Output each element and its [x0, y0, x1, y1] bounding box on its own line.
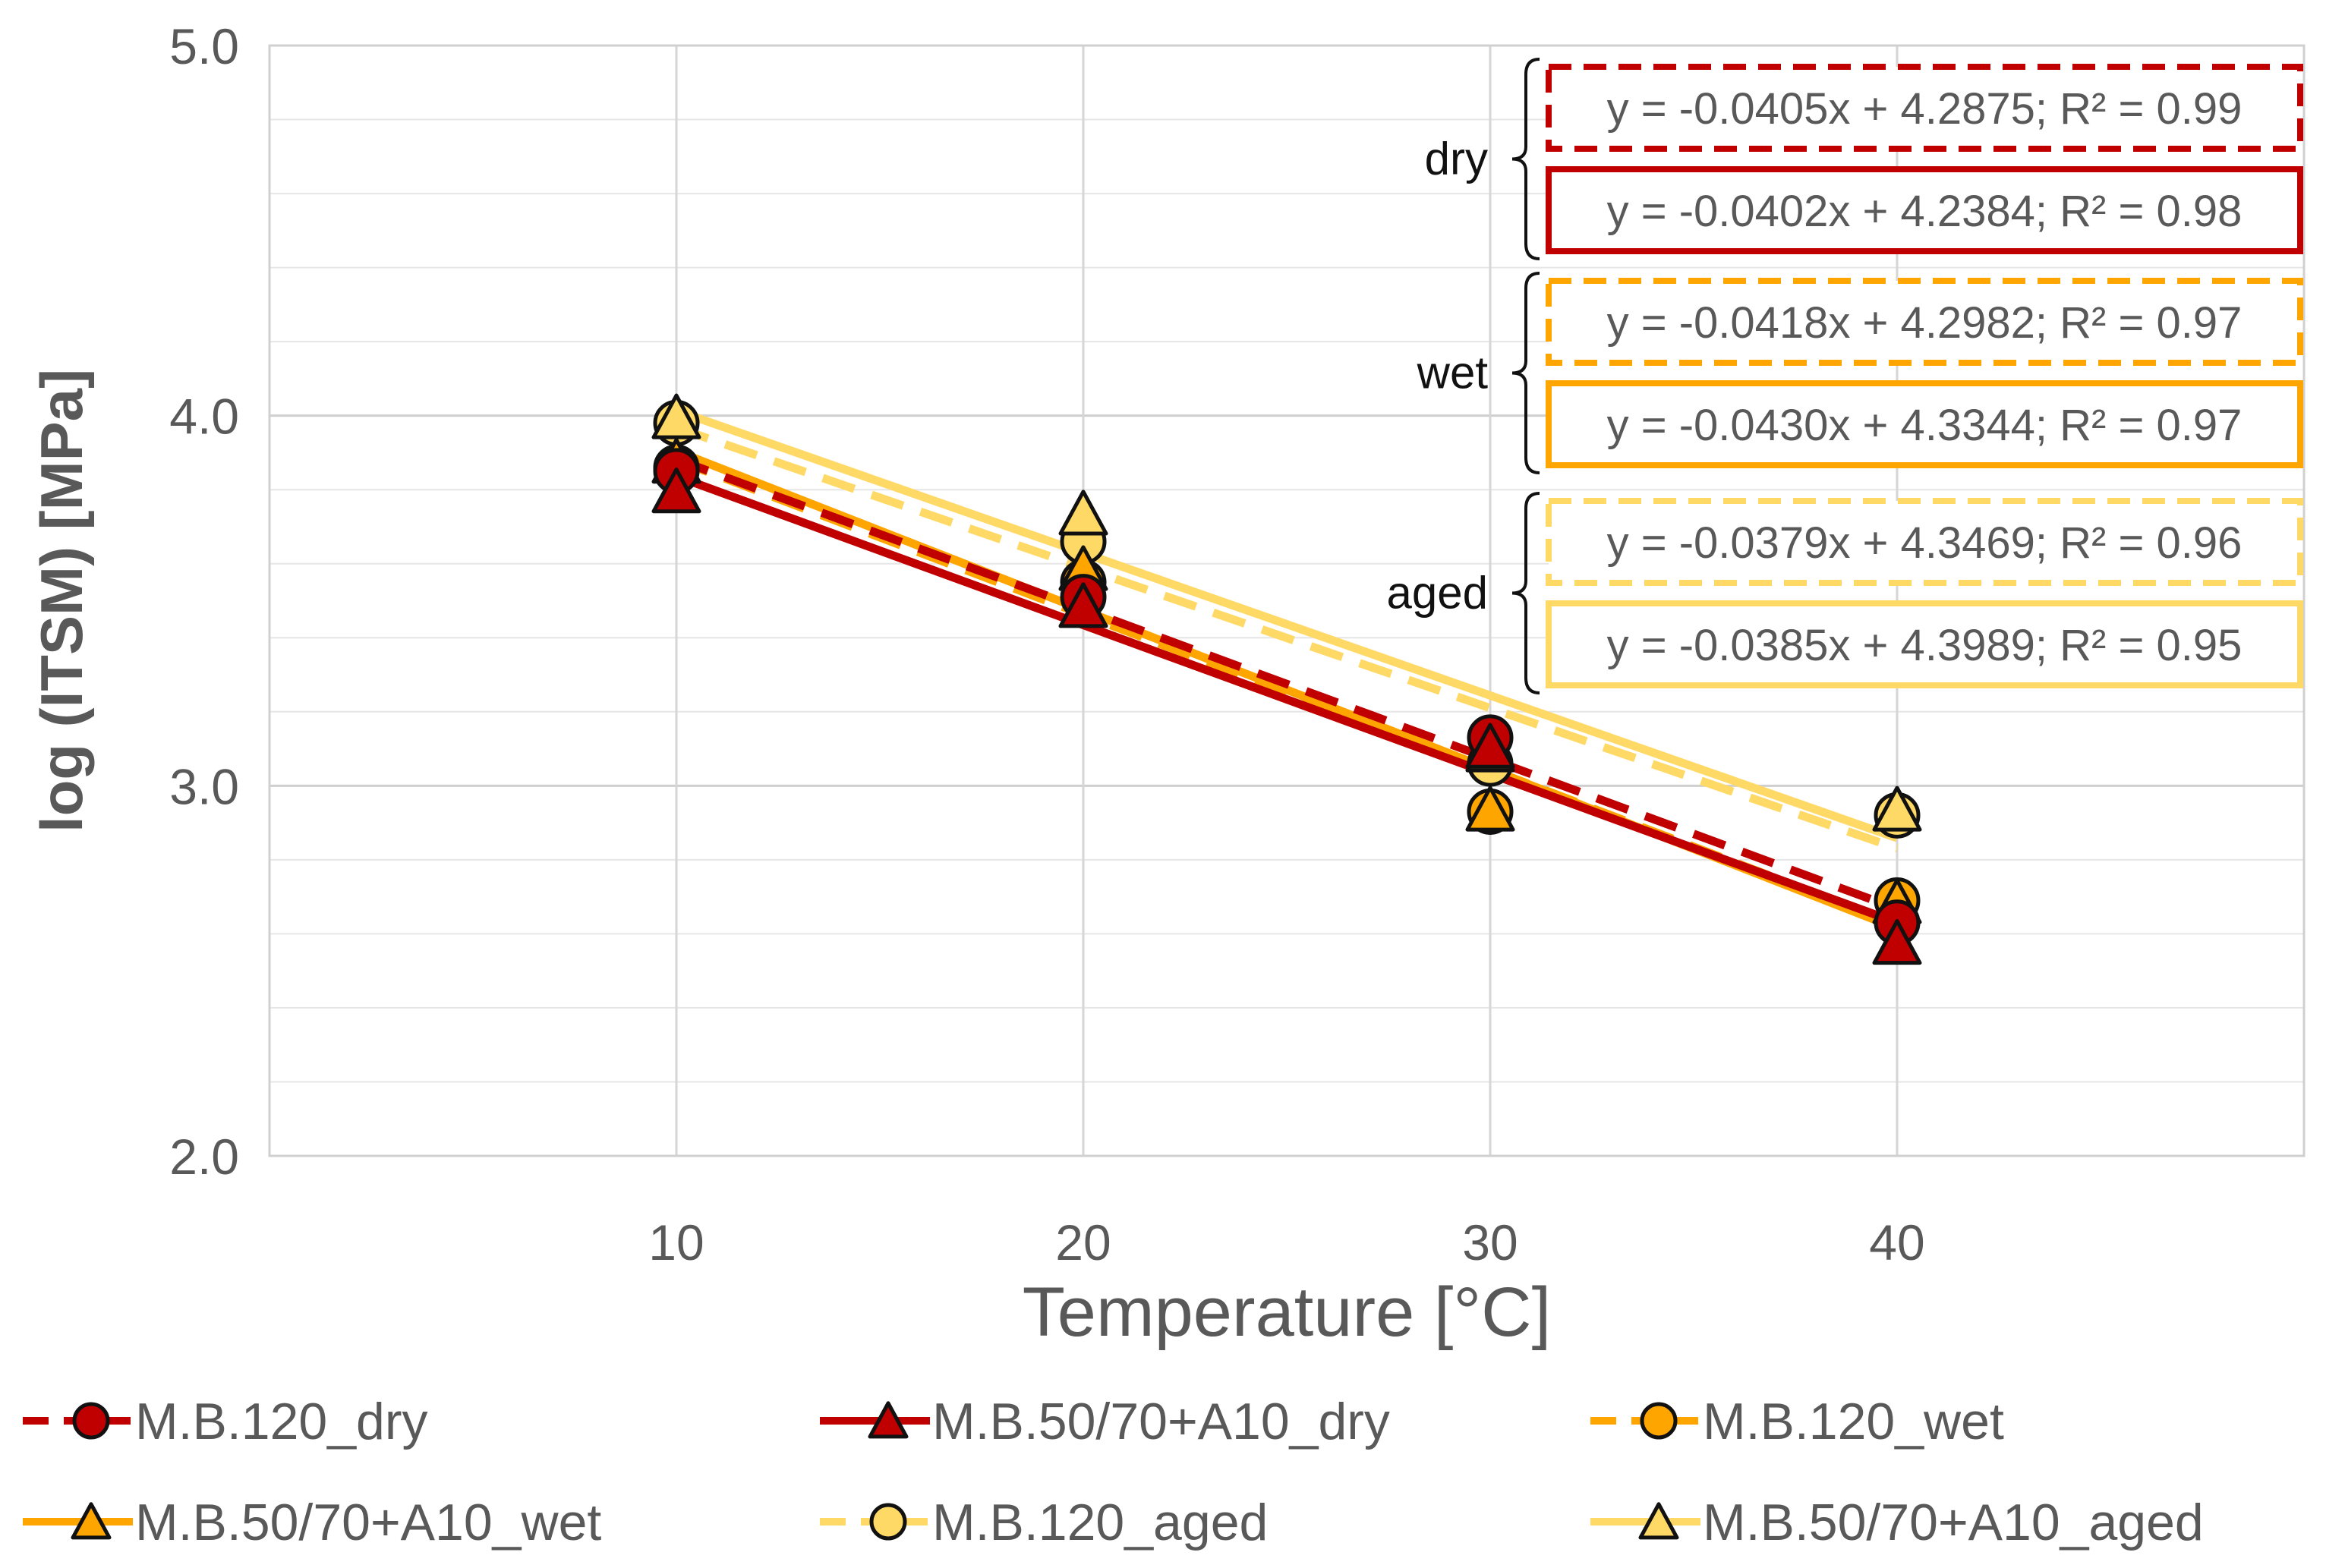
- group-label-wet: wet: [1417, 348, 1489, 398]
- y-axis-ticks: 2.0 3.0 4.0 5.0: [169, 18, 239, 1185]
- legend-marker-M.B.120_wet: [1640, 1402, 1678, 1440]
- equation-text: y = -0.0418x + 4.2982; R² = 0.97: [1607, 298, 2242, 348]
- trendline-M.B.120_aged: [675, 423, 1899, 852]
- equation-box: [1546, 600, 2303, 688]
- x-tick-label: 10: [648, 1214, 704, 1270]
- x-tick-label: 40: [1869, 1214, 1924, 1270]
- y-tick-label: 4.0: [169, 389, 239, 445]
- group-label-dry: dry: [1425, 134, 1488, 184]
- legend-label-M.B.50/70+A10_wet: M.B.50/70+A10_wet: [135, 1494, 601, 1551]
- data-points: [651, 393, 1922, 965]
- data-point-M.B.50/70+A10_aged: [1058, 490, 1108, 536]
- equation-box: [1546, 498, 2303, 586]
- x-tick-label: 30: [1462, 1214, 1518, 1270]
- x-tick-label: 20: [1055, 1214, 1111, 1270]
- legend-marker-M.B.120_aged: [869, 1503, 907, 1541]
- group-label-aged: aged: [1387, 568, 1488, 619]
- equation-box: [1546, 166, 2303, 254]
- trendline-M.B.50/70+A10_aged: [675, 406, 1899, 842]
- equation-text: y = -0.0405x + 4.2875; R² = 0.99: [1607, 84, 2242, 134]
- legend-label-M.B.120_wet: M.B.120_wet: [1703, 1393, 2004, 1450]
- data-point-M.B.50/70+A10_dry: [1872, 919, 1922, 965]
- equation-box: [1546, 278, 2303, 366]
- y-tick-label: 3.0: [169, 758, 239, 814]
- equation-text: y = -0.0379x + 4.3469; R² = 0.96: [1607, 518, 2242, 568]
- legend-marker-M.B.120_dry: [72, 1402, 110, 1440]
- legend-label-M.B.120_aged: M.B.120_aged: [932, 1494, 1268, 1551]
- trendline-M.B.120_dry: [675, 455, 1899, 913]
- equation-text: y = -0.0430x + 4.3344; R² = 0.97: [1607, 401, 2242, 450]
- equation-text: y = -0.0385x + 4.3989; R² = 0.95: [1607, 621, 2242, 670]
- brace-dry: [1511, 58, 1540, 260]
- equation-box: [1546, 64, 2303, 152]
- legend-marker-M.B.50/70+A10_dry: [868, 1401, 909, 1439]
- equation-box: [1546, 380, 2303, 468]
- data-point-M.B.50/70+A10_dry: [651, 468, 701, 514]
- y-axis-label: log (ITSM) [MPa]: [28, 369, 95, 833]
- x-axis-ticks: 10 20 30 40: [648, 1214, 1924, 1270]
- data-point-M.B.50/70+A10_wet: [1465, 786, 1515, 832]
- legend-marker-M.B.50/70+A10_aged: [1638, 1502, 1679, 1540]
- plot-area-border: [268, 44, 2306, 1157]
- data-point-M.B.50/70+A10_dry: [1058, 582, 1108, 628]
- y-tick-label: 2.0: [169, 1129, 239, 1185]
- y-tick-label: 5.0: [169, 18, 239, 74]
- data-point-M.B.50/70+A10_aged: [1872, 786, 1922, 832]
- legend: M.B.120_dry M.B.50/70+A10_dry M.B.120_wet M…: [23, 1393, 2204, 1551]
- equation-annotations: dry y = -0.0405x + 4.2875; R² = 0.99 y = -…: [1387, 58, 2303, 694]
- legend-label-M.B.120_dry: M.B.120_dry: [135, 1393, 428, 1450]
- legend-marker-M.B.50/70+A10_wet: [71, 1502, 112, 1540]
- legend-label-M.B.50/70+A10_aged: M.B.50/70+A10_aged: [1703, 1494, 2204, 1551]
- x-axis-label: Temperature [°C]: [1023, 1274, 1551, 1351]
- data-point-M.B.50/70+A10_aged: [651, 393, 701, 439]
- plot-frame: [268, 44, 2306, 1157]
- brace-aged: [1511, 492, 1540, 694]
- trendlines: [674, 406, 1899, 933]
- brace-wet: [1511, 272, 1540, 474]
- trendline-M.B.50/70+A10_dry: [675, 472, 1899, 927]
- legend-label-M.B.50/70+A10_dry: M.B.50/70+A10_dry: [932, 1393, 1390, 1450]
- equation-text: y = -0.0402x + 4.2384; R² = 0.98: [1607, 187, 2242, 236]
- data-point-M.B.50/70+A10_dry: [1465, 723, 1515, 769]
